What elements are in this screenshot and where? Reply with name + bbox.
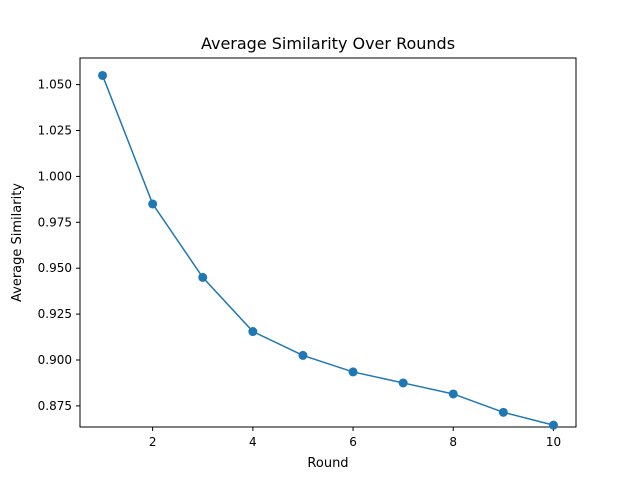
chart-title: Average Similarity Over Rounds [201, 34, 455, 53]
plot-frame [79, 57, 577, 428]
data-point [398, 378, 408, 388]
x-tick-label: 8 [449, 435, 457, 449]
data-point [148, 199, 158, 209]
x-axis-label: Round [307, 456, 348, 471]
x-tick-label: 4 [249, 435, 257, 449]
y-tick-label: 0.900 [38, 353, 72, 367]
data-point [98, 70, 108, 80]
y-tick-label: 0.975 [38, 215, 72, 229]
series-layer [98, 70, 558, 430]
y-tick-label: 0.925 [38, 307, 72, 321]
y-tick-label: 0.950 [38, 261, 72, 275]
x-tick-label: 10 [546, 435, 561, 449]
data-point [498, 407, 508, 417]
data-point [248, 327, 258, 337]
data-point [348, 367, 358, 377]
data-point [198, 272, 208, 282]
x-tick-label: 6 [349, 435, 357, 449]
y-tick-label: 0.875 [38, 399, 72, 413]
data-point [448, 389, 458, 399]
y-axis-ticks: 0.875 0.900 0.925 0.950 0.975 1.000 1.025 1.050 [38, 78, 80, 413]
y-tick-label: 1.000 [38, 169, 72, 183]
y-axis-label: Average Similarity [10, 183, 25, 302]
data-point [298, 350, 308, 360]
y-tick-label: 1.050 [38, 78, 72, 92]
series-line [101, 75, 554, 426]
x-axis-ticks: 2 4 6 8 10 [149, 427, 561, 449]
y-tick-label: 1.025 [38, 124, 72, 138]
plot-area: 2 4 6 8 10 0.875 0.900 0.925 0.950 0.975 1.000 1.0… [38, 57, 577, 449]
x-tick-label: 2 [149, 435, 157, 449]
data-point [548, 420, 558, 430]
